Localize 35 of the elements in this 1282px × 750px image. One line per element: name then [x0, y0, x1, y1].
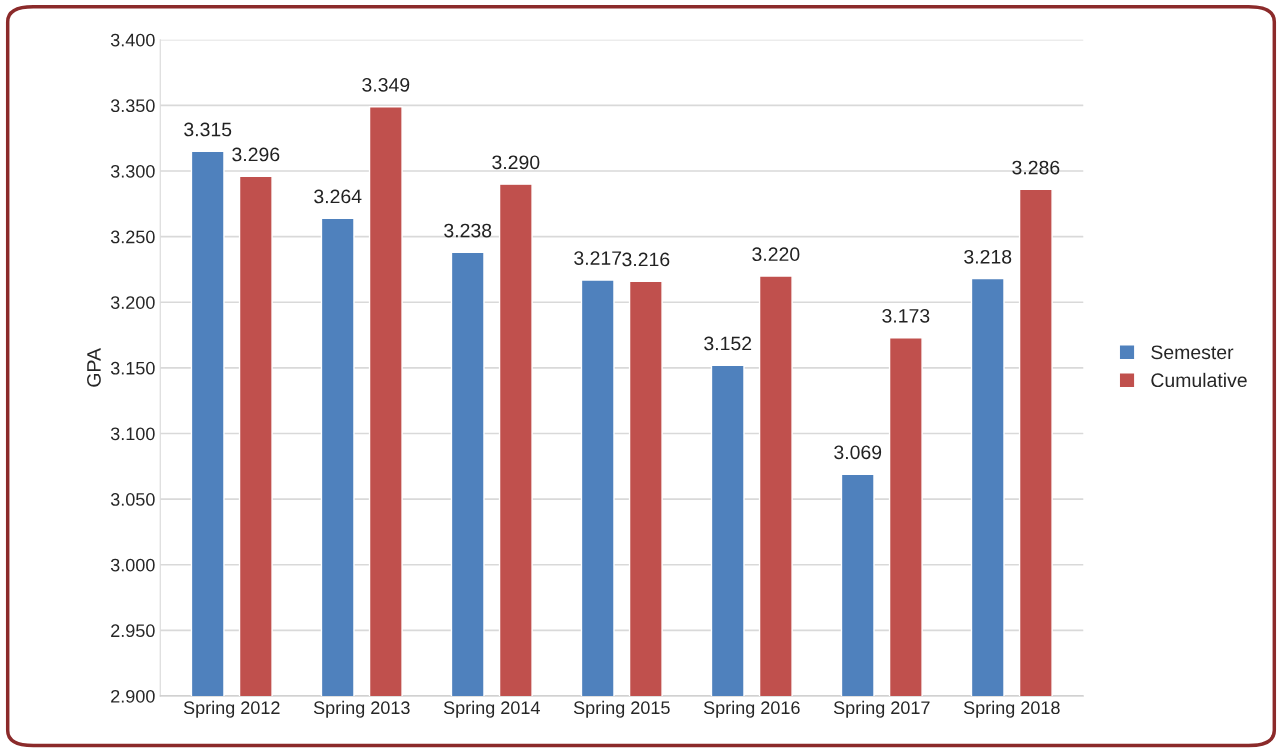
- y-tick-label: 3.400: [110, 33, 155, 47]
- y-axis-title: GPA: [87, 348, 101, 387]
- x-tick-label: Spring 2018: [963, 700, 1060, 718]
- x-tick-label: Spring 2014: [443, 700, 540, 718]
- y-tick-label: 3.150: [110, 361, 155, 375]
- data-label: 3.286: [1012, 160, 1060, 175]
- data-label: 3.217: [574, 251, 622, 265]
- y-tick-label: 3.000: [110, 558, 155, 572]
- data-label: 3.238: [444, 223, 492, 238]
- data-label: 3.220: [752, 247, 800, 262]
- y-tick-label: 2.950: [111, 624, 155, 638]
- x-tick-label: Spring 2012: [183, 700, 280, 718]
- y-tick-label: 3.250: [110, 230, 155, 244]
- x-tick-label: Spring 2017: [833, 700, 930, 718]
- x-tick-label: Spring 2016: [703, 700, 800, 718]
- data-label: 3.152: [704, 336, 752, 351]
- y-tick-label: 3.300: [110, 164, 155, 178]
- x-tick-label: Spring 2015: [573, 700, 670, 718]
- y-tick-label: 3.350: [110, 99, 155, 113]
- data-label: 3.173: [882, 308, 930, 323]
- y-tick-label: 3.100: [110, 427, 155, 441]
- data-label: 3.264: [314, 189, 362, 204]
- y-tick-label: 2.900: [111, 689, 155, 703]
- legend-label: Cumulative: [1151, 372, 1247, 388]
- x-tick-label: Spring 2013: [313, 700, 410, 718]
- data-label: 3.349: [362, 77, 410, 92]
- data-label: 3.216: [622, 252, 670, 267]
- y-tick-label: 3.200: [110, 296, 155, 309]
- data-label: 3.296: [232, 147, 280, 162]
- data-label: 3.069: [834, 445, 882, 460]
- data-label: 3.290: [492, 155, 540, 170]
- data-label: 3.315: [184, 122, 232, 137]
- data-label: 3.218: [964, 249, 1012, 264]
- y-tick-label: 3.050: [110, 493, 155, 506]
- legend-label: Semester: [1151, 345, 1234, 360]
